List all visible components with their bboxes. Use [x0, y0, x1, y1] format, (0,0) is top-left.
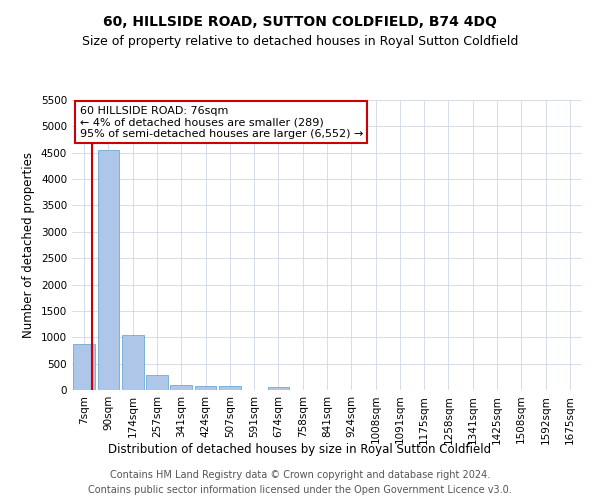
- Bar: [97, 150, 119, 390]
- Y-axis label: Number of detached properties: Number of detached properties: [22, 152, 35, 338]
- Bar: [122, 334, 143, 390]
- Bar: [194, 386, 217, 390]
- Bar: [170, 386, 192, 390]
- Text: 60, HILLSIDE ROAD, SUTTON COLDFIELD, B74 4DQ: 60, HILLSIDE ROAD, SUTTON COLDFIELD, B74…: [103, 15, 497, 29]
- Bar: [73, 344, 95, 390]
- Text: 60 HILLSIDE ROAD: 76sqm
← 4% of detached houses are smaller (289)
95% of semi-de: 60 HILLSIDE ROAD: 76sqm ← 4% of detached…: [80, 106, 363, 139]
- Bar: [146, 374, 168, 390]
- Bar: [268, 387, 289, 390]
- Text: Contains HM Land Registry data © Crown copyright and database right 2024.: Contains HM Land Registry data © Crown c…: [110, 470, 490, 480]
- Text: Distribution of detached houses by size in Royal Sutton Coldfield: Distribution of detached houses by size …: [109, 442, 491, 456]
- Text: Size of property relative to detached houses in Royal Sutton Coldfield: Size of property relative to detached ho…: [82, 35, 518, 48]
- Bar: [219, 386, 241, 390]
- Text: Contains public sector information licensed under the Open Government Licence v3: Contains public sector information licen…: [88, 485, 512, 495]
